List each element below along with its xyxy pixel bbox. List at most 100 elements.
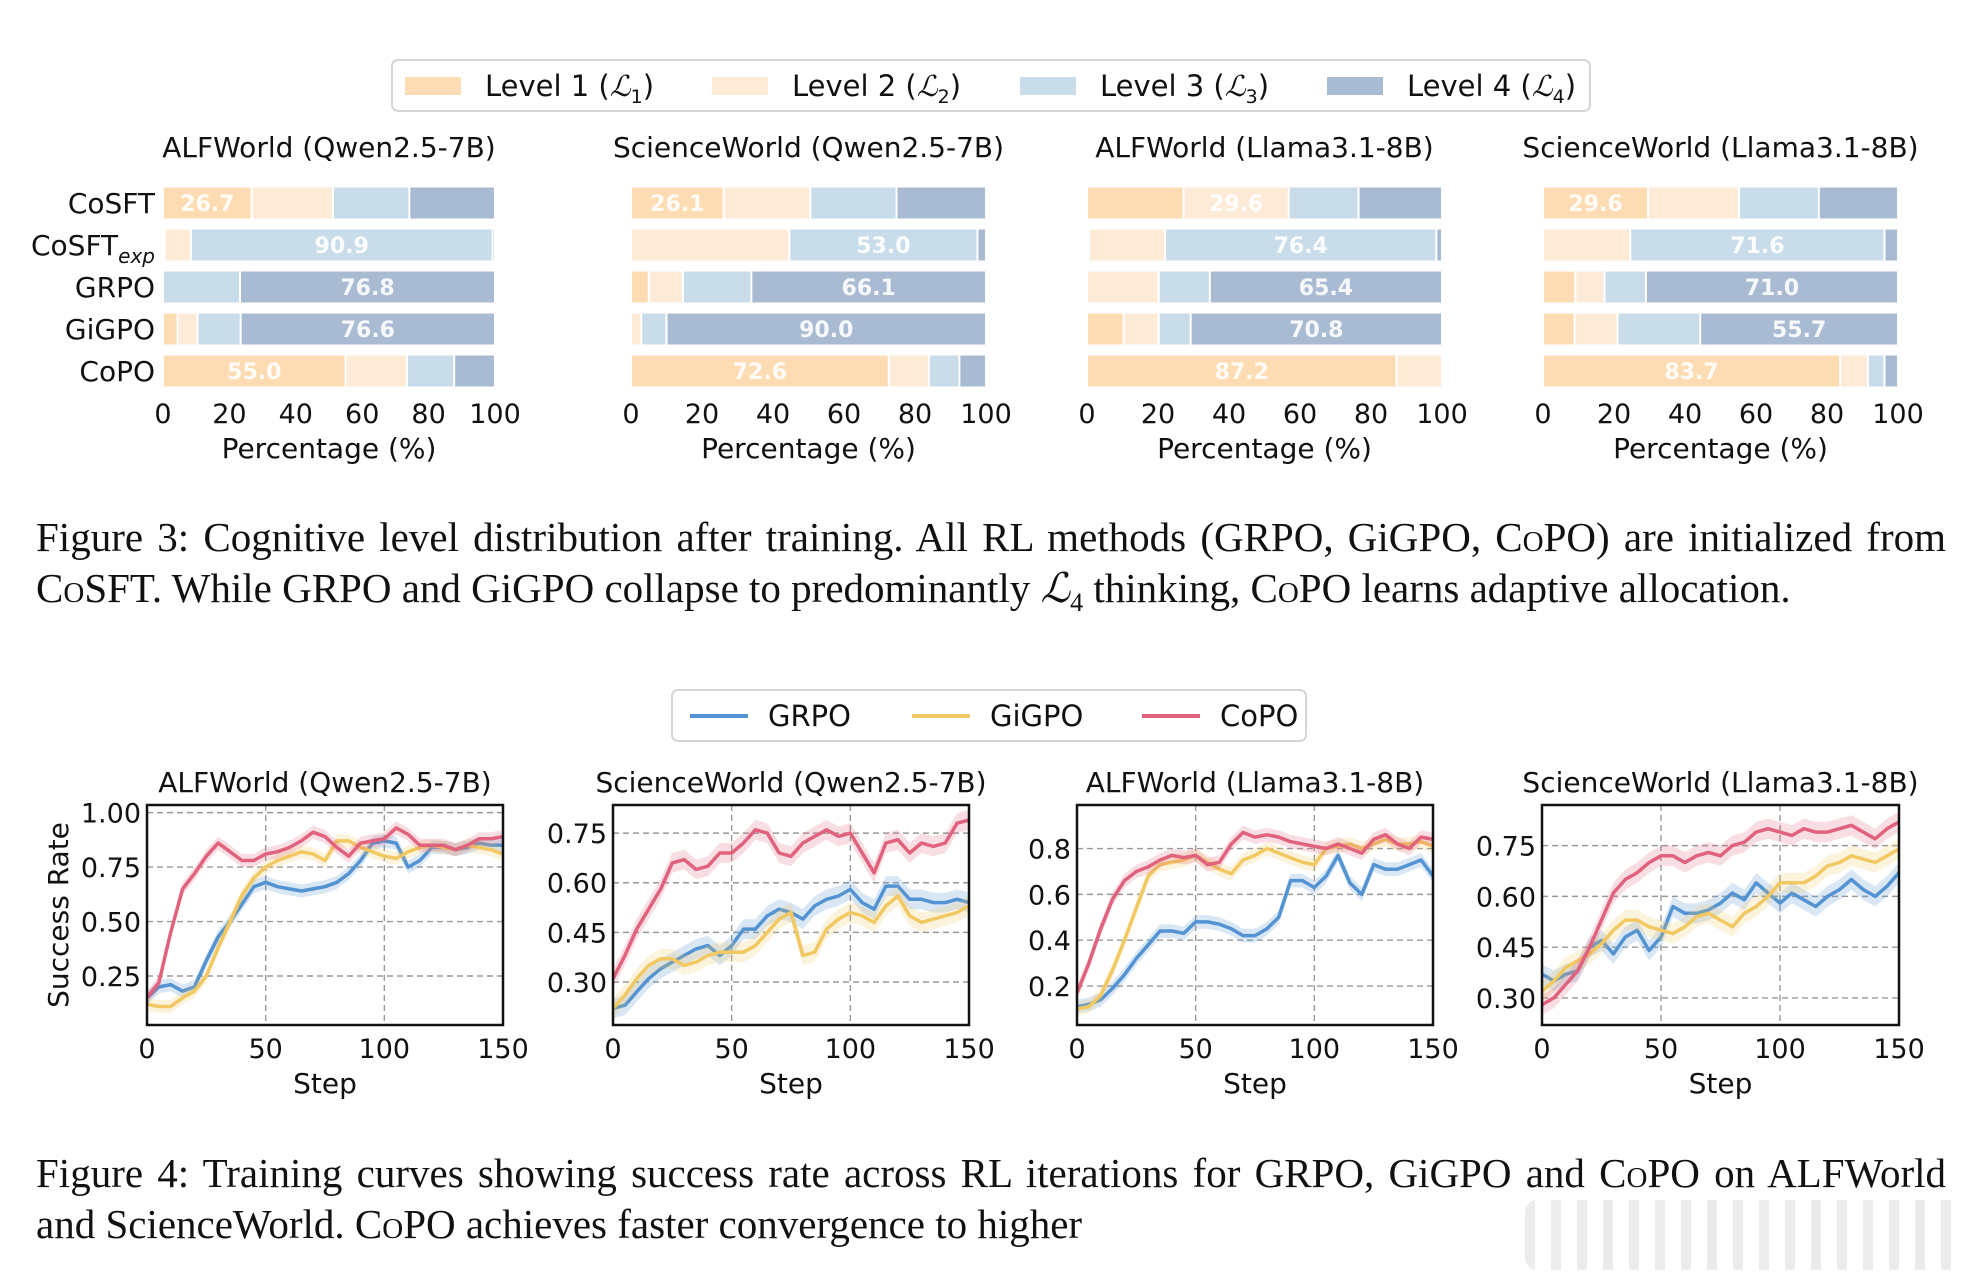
bar-segment xyxy=(1701,313,1897,345)
legend-label: Level 3 (ℒ3) xyxy=(1100,69,1269,108)
chart-title: ALFWorld (Llama3.1-8B) xyxy=(1095,131,1433,164)
x-axis-label: Step xyxy=(759,1067,823,1100)
bar-segment xyxy=(1210,271,1441,303)
bar-segment xyxy=(683,271,751,303)
bar-chart-4: ScienceWorld (Llama3.1-8B) 29.6 71.6 71.0 55… xyxy=(1522,131,1923,465)
series-line-grpo xyxy=(1076,853,1435,1009)
legend-label: CoPO xyxy=(1220,699,1298,733)
y-tick-label: 0.6 xyxy=(1028,880,1071,911)
bar-segment xyxy=(1841,355,1867,387)
y-tick-label: 0.30 xyxy=(1476,984,1536,1015)
y-tick-label: 0.60 xyxy=(1476,882,1536,913)
data-label: 26.1 xyxy=(650,192,704,217)
x-tick-label: 40 xyxy=(1212,399,1246,430)
legend-item-level-2: Level 2 (ℒ2) xyxy=(712,69,961,108)
y-tick-label: 0.50 xyxy=(81,908,141,939)
data-label: 76.4 xyxy=(1274,234,1328,259)
caption-text: Figure 3: Cognitive level distribution a… xyxy=(36,514,1523,560)
y-tick-label: 0.8 xyxy=(1028,835,1071,866)
x-tick-label: 40 xyxy=(1668,399,1702,430)
x-tick-label: 40 xyxy=(279,399,313,430)
chart-title: ScienceWorld (Qwen2.5-7B) xyxy=(595,766,986,799)
bar-chart-2: ScienceWorld (Qwen2.5-7B) 26.1 53.0 66.1 90.… xyxy=(613,131,1012,465)
bar-segment xyxy=(632,187,723,219)
plot-frame xyxy=(1540,803,1901,1027)
confidence-band-grpo xyxy=(147,834,503,1005)
series-line-gigpo xyxy=(611,894,970,1010)
confidence-band-copo xyxy=(147,821,503,1005)
x-tick-label: 100 xyxy=(1754,1034,1806,1065)
level-legend: Level 1 (ℒ1) Level 2 (ℒ2) Level 3 (ℒ3) Leve… xyxy=(391,59,1591,112)
bar-segment xyxy=(897,187,985,219)
legend-label: GRPO xyxy=(768,699,851,733)
x-tick-label: 0 xyxy=(1534,399,1551,430)
legend-item-gigpo: GiGPO xyxy=(912,699,1083,733)
y-tick-label: 1.00 xyxy=(81,799,141,830)
bar-segment xyxy=(632,355,888,387)
legend-label: Level 2 (ℒ2) xyxy=(792,69,961,108)
data-label: 71.6 xyxy=(1730,234,1784,259)
series-line-copo xyxy=(1541,820,1900,1007)
bar-segment xyxy=(1544,187,1648,219)
plot-frame xyxy=(1075,803,1435,1027)
caption-text: o xyxy=(382,1201,404,1247)
bar-segment xyxy=(1159,313,1190,345)
y-tick-label: 0.75 xyxy=(81,853,141,884)
x-tick-label: 150 xyxy=(943,1034,995,1065)
chart-title: ScienceWorld (Llama3.1-8B) xyxy=(1522,131,1918,164)
bar-segment xyxy=(241,313,494,345)
series-line-gigpo xyxy=(1540,847,1900,993)
data-label: 26.7 xyxy=(180,192,234,217)
x-axis-label: Percentage (%) xyxy=(701,432,916,465)
x-tick-label: 60 xyxy=(827,399,861,430)
bar-segment xyxy=(1159,271,1209,303)
bar-segment xyxy=(1885,229,1897,261)
bar-segment xyxy=(1088,271,1158,303)
bar-segment xyxy=(1739,187,1818,219)
line-chart-3: ALFWorld (Llama3.1-8B) 0 50 100 150 0.2 0.4 0.6… xyxy=(1028,766,1459,1100)
watermark xyxy=(1525,1200,1965,1270)
method-legend: GRPO GiGPO CoPO xyxy=(671,689,1307,742)
bar-segment xyxy=(1124,313,1158,345)
legend-item-level-4: Level 4 (ℒ4) xyxy=(1327,69,1576,108)
bar-segment xyxy=(241,271,494,303)
bar-segment xyxy=(455,355,494,387)
data-label: 90.9 xyxy=(315,234,369,259)
bar-segment xyxy=(1088,313,1123,345)
caption-text: SFT. While GRPO and GiGPO collapse to pr… xyxy=(84,565,1041,611)
data-label: 65.4 xyxy=(1299,276,1353,301)
figure-4-caption: Figure 4: Training curves showing succes… xyxy=(36,1148,1946,1250)
series-line-grpo xyxy=(1541,871,1901,983)
y-tick-label: 0.75 xyxy=(1476,832,1536,863)
y-tick-label: 0.75 xyxy=(547,819,607,850)
legend-label: Level 1 (ℒ1) xyxy=(485,69,654,108)
caption-text: thinking, C xyxy=(1083,565,1278,611)
y-tick-label: 0.45 xyxy=(1476,933,1536,964)
bar-segment xyxy=(346,355,407,387)
bar-segment xyxy=(1646,271,1897,303)
bar-chart-3: ALFWorld (Llama3.1-8B) 29.6 76.4 65.4 70.8 87… xyxy=(1078,131,1467,465)
x-axis-label: Percentage (%) xyxy=(222,432,437,465)
legend-item-level-3: Level 3 (ℒ3) xyxy=(1020,69,1269,108)
x-tick-label: 50 xyxy=(1178,1034,1212,1065)
x-tick-label: 100 xyxy=(1289,1034,1341,1065)
series-line-copo xyxy=(611,818,970,980)
x-axis-label: Step xyxy=(293,1067,357,1100)
figure-3-caption: Figure 3: Cognitive level distribution a… xyxy=(36,512,1946,628)
y-tick-label: 0.60 xyxy=(547,869,607,900)
confidence-band-grpo xyxy=(1542,862,1899,992)
chart-title: ScienceWorld (Qwen2.5-7B) xyxy=(613,131,1004,164)
series-line-copo xyxy=(145,826,504,999)
chart-title: ALFWorld (Qwen2.5-7B) xyxy=(162,131,495,164)
data-label: 70.8 xyxy=(1289,318,1343,343)
row-label: GRPO xyxy=(75,271,155,304)
x-tick-label: 20 xyxy=(685,399,719,430)
x-tick-label: 50 xyxy=(248,1034,282,1065)
bar-segment xyxy=(978,229,985,261)
bar-segment xyxy=(632,229,789,261)
bar-segment xyxy=(632,271,648,303)
data-label: 55.0 xyxy=(227,360,281,385)
caption-text: o xyxy=(1277,565,1299,611)
bar-segment xyxy=(1649,187,1738,219)
caption-text: PO) are initialized from C xyxy=(36,514,1946,611)
